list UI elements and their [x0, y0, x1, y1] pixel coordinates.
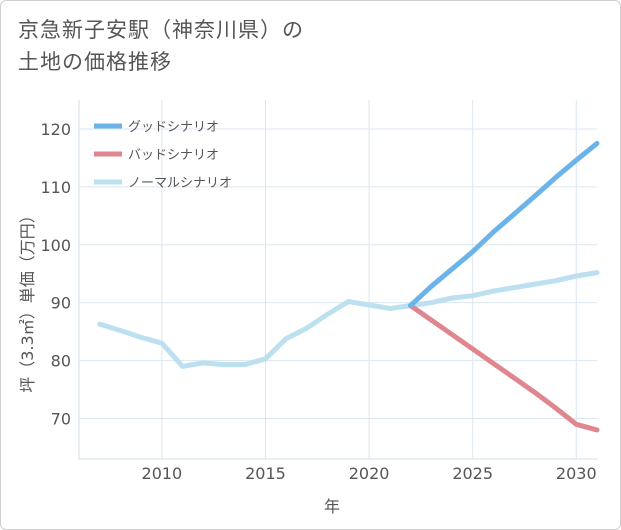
legend-label: ノーマルシナリオ [128, 176, 232, 191]
y-tick-label: 70 [51, 409, 71, 428]
series-line [97, 270, 600, 369]
x-tick-label: 2025 [452, 464, 493, 483]
y-tick-label: 120 [40, 120, 71, 139]
title-line-2: 土地の価格推移 [18, 50, 172, 74]
x-tick-label: 2010 [142, 464, 183, 483]
x-tick-label: 2020 [349, 464, 390, 483]
y-tick-label: 90 [51, 294, 71, 313]
series-lines [97, 140, 600, 433]
legend-label: バッドシナリオ [128, 148, 219, 163]
y-axis-label: 坪（3.3㎡）単価（万円） [18, 207, 37, 392]
series-line [408, 303, 600, 433]
grid [78, 100, 597, 460]
legend-label: グッドシナリオ [128, 120, 219, 135]
y-axis-ticks: 70 80 90 100 110 120 [40, 120, 71, 429]
x-axis-label: 年 [324, 497, 340, 516]
x-axis-ticks: 2010 2015 2020 2025 2030 [142, 464, 597, 483]
series-line [408, 140, 600, 309]
y-tick-label: 110 [40, 178, 71, 197]
title-line-1: 京急新子安駅（神奈川県）の [18, 18, 304, 42]
y-tick-label: 80 [51, 352, 71, 371]
x-tick-label: 2030 [556, 464, 597, 483]
chart-title: 京急新子安駅（神奈川県）の 土地の価格推移 [18, 14, 304, 78]
y-tick-label: 100 [40, 236, 71, 255]
x-tick-label: 2015 [245, 464, 286, 483]
